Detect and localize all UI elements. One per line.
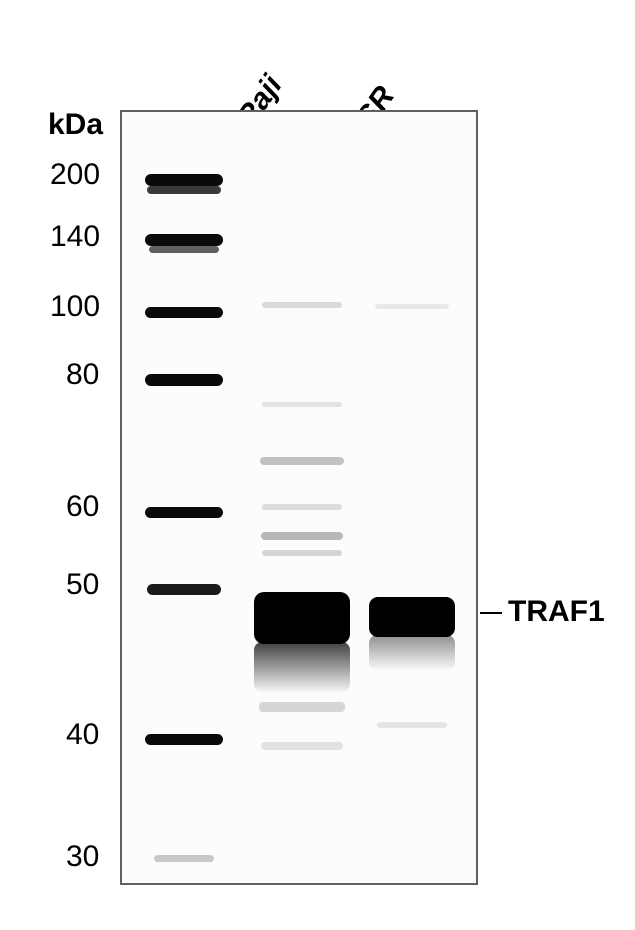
blot-frame — [120, 110, 478, 885]
faint-band — [261, 742, 343, 750]
mw-label: 100 — [50, 290, 100, 324]
mw-label: 140 — [50, 220, 100, 254]
mw-label: 50 — [66, 568, 99, 602]
ladder-band — [145, 374, 223, 386]
faint-band — [377, 722, 447, 728]
ladder-band — [149, 246, 219, 253]
faint-band — [260, 457, 344, 465]
ladder-band — [154, 855, 214, 862]
ladder-band — [145, 734, 223, 745]
ladder-band — [147, 584, 221, 595]
target-band-raji — [254, 592, 350, 644]
target-smear-sr — [369, 635, 455, 670]
target-band-sr — [369, 597, 455, 637]
mw-label: 60 — [66, 490, 99, 524]
faint-band — [262, 402, 342, 407]
faint-band — [262, 550, 342, 556]
mw-label: 30 — [66, 840, 99, 874]
ladder-band — [145, 507, 223, 518]
target-smear-raji — [254, 642, 350, 692]
figure-container: kDa Raji SR 200 140 100 80 60 50 40 30 — [0, 0, 635, 930]
target-label: TRAF1 — [508, 595, 605, 629]
mw-label: 40 — [66, 718, 99, 752]
ladder-band — [147, 186, 221, 194]
kda-title: kDa — [48, 108, 103, 142]
mw-label: 200 — [50, 158, 100, 192]
faint-band — [259, 702, 345, 712]
ladder-band — [145, 234, 223, 246]
faint-band — [261, 532, 343, 540]
faint-band — [375, 304, 449, 309]
faint-band — [262, 504, 342, 510]
ladder-band — [145, 307, 223, 318]
ladder-band — [145, 174, 223, 186]
target-tick — [480, 612, 502, 614]
faint-band — [262, 302, 342, 308]
mw-label: 80 — [66, 358, 99, 392]
